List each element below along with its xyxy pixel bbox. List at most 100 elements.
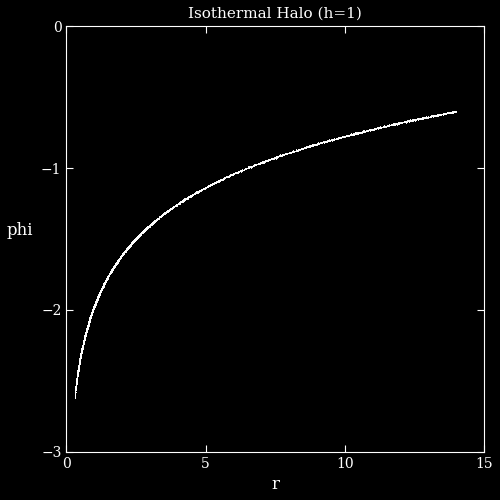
Point [82,326,90,334]
Point [333,134,341,142]
Point [141,226,149,234]
Point [174,201,182,209]
Point [78,344,86,352]
Point [78,348,86,356]
Point [73,374,81,382]
Point [74,368,82,376]
Point [112,261,120,269]
Point [106,269,114,277]
Point [252,160,260,168]
Point [138,229,145,237]
Point [85,317,93,325]
Point [132,234,140,242]
Point [120,249,128,257]
Point [74,366,82,374]
Point [107,267,115,275]
Point [77,350,85,358]
Point [93,294,101,302]
Point [82,330,90,338]
Point [71,394,79,402]
Point [72,383,80,391]
Point [261,156,269,164]
Point [380,122,388,130]
Point [182,194,190,202]
Point [76,358,84,366]
Point [146,221,154,229]
Point [152,216,160,224]
Point [108,265,116,273]
Point [102,276,110,283]
Point [175,200,183,207]
Point [96,288,104,296]
Point [140,226,148,234]
Point [76,354,84,362]
Point [83,324,91,332]
Point [130,236,138,244]
Point [102,277,110,285]
Point [104,272,112,280]
Point [142,226,150,234]
Point [78,342,86,350]
Point [78,348,86,356]
Point [292,146,300,154]
Point [100,280,108,288]
Point [100,280,108,287]
Point [84,324,92,332]
Point [110,264,118,272]
Point [125,242,133,250]
Point [114,256,122,264]
Point [88,310,96,318]
Point [121,248,129,256]
Point [147,220,155,228]
Point [116,254,124,262]
Point [120,249,128,257]
Point [91,300,99,308]
Point [86,316,94,324]
Point [96,288,104,296]
Point [96,289,104,297]
Point [78,345,86,353]
Point [72,385,80,393]
Point [74,368,82,376]
Point [125,243,133,251]
Point [137,230,145,238]
Point [112,260,120,268]
Point [80,338,88,345]
Point [102,275,110,283]
Point [72,383,80,391]
Point [124,243,132,251]
Point [90,302,98,310]
Point [105,271,113,279]
Point [287,148,295,156]
Point [262,157,270,165]
Point [95,291,103,299]
Point [100,278,108,286]
Point [124,243,132,251]
Point [100,281,108,289]
Point [72,379,80,387]
Point [74,368,82,376]
Point [436,110,444,118]
Point [104,272,112,280]
Point [170,202,177,210]
Point [72,379,80,387]
Point [330,134,338,142]
Point [71,388,79,396]
Point [128,240,136,248]
Point [102,278,110,286]
Point [92,298,100,306]
Point [94,292,102,300]
Point [110,263,118,271]
Point [76,354,84,362]
Point [80,340,88,348]
Point [431,112,439,120]
Point [430,111,438,119]
Point [110,262,118,270]
Point [84,322,92,330]
Point [76,358,84,366]
Point [72,378,80,386]
Point [71,388,79,396]
Point [84,322,92,330]
Point [110,262,118,270]
Point [102,275,110,283]
